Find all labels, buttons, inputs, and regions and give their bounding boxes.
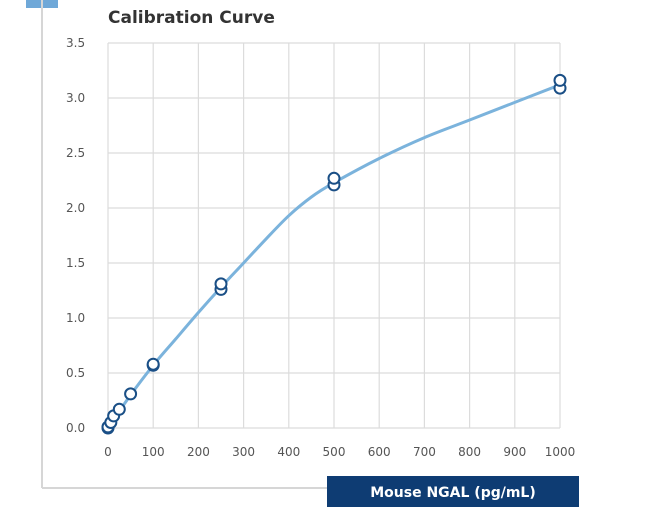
- y-tick-label: 0.0: [66, 421, 85, 435]
- y-tick-label: 0.5: [66, 366, 85, 380]
- x-tick-label: 900: [503, 445, 526, 459]
- y-tick-label: 3.0: [66, 91, 85, 105]
- x-tick-label: 600: [368, 445, 391, 459]
- x-axis-label: Mouse NGAL (pg/mL): [370, 485, 536, 501]
- x-tick-label: 0: [104, 445, 112, 459]
- grid: [107, 42, 561, 429]
- y-tick-label: 2.0: [66, 201, 85, 215]
- y-tick-label: 1.0: [66, 311, 85, 325]
- x-tick-label: 200: [187, 445, 210, 459]
- x-tick-label: 300: [232, 445, 255, 459]
- data-points: [101, 73, 567, 435]
- x-axis-label-box: [327, 476, 579, 507]
- data-point: [553, 73, 567, 87]
- x-axis-ticks: 0 100 200 300 400 500 600 700 800 900 1000: [104, 445, 575, 459]
- data-point: [327, 171, 341, 185]
- y-axis-ticks: 0.0 0.5 1.0 1.5 2.0 2.5 3.0 3.5: [66, 36, 85, 435]
- x-tick-label: 1000: [545, 445, 576, 459]
- x-tick-label: 700: [413, 445, 436, 459]
- y-tick-label: 1.5: [66, 256, 85, 270]
- fit-curve: [106, 83, 561, 429]
- x-tick-label: 400: [277, 445, 300, 459]
- y-tick-label: 3.5: [66, 36, 85, 50]
- chart-title: Calibration Curve: [108, 8, 275, 28]
- data-point: [112, 402, 126, 416]
- data-point: [214, 277, 228, 291]
- x-tick-label: 800: [458, 445, 481, 459]
- data-point: [146, 357, 160, 371]
- y-tick-label: 2.5: [66, 146, 85, 160]
- x-tick-label: 100: [142, 445, 165, 459]
- x-tick-label: 500: [323, 445, 346, 459]
- data-point: [124, 387, 138, 401]
